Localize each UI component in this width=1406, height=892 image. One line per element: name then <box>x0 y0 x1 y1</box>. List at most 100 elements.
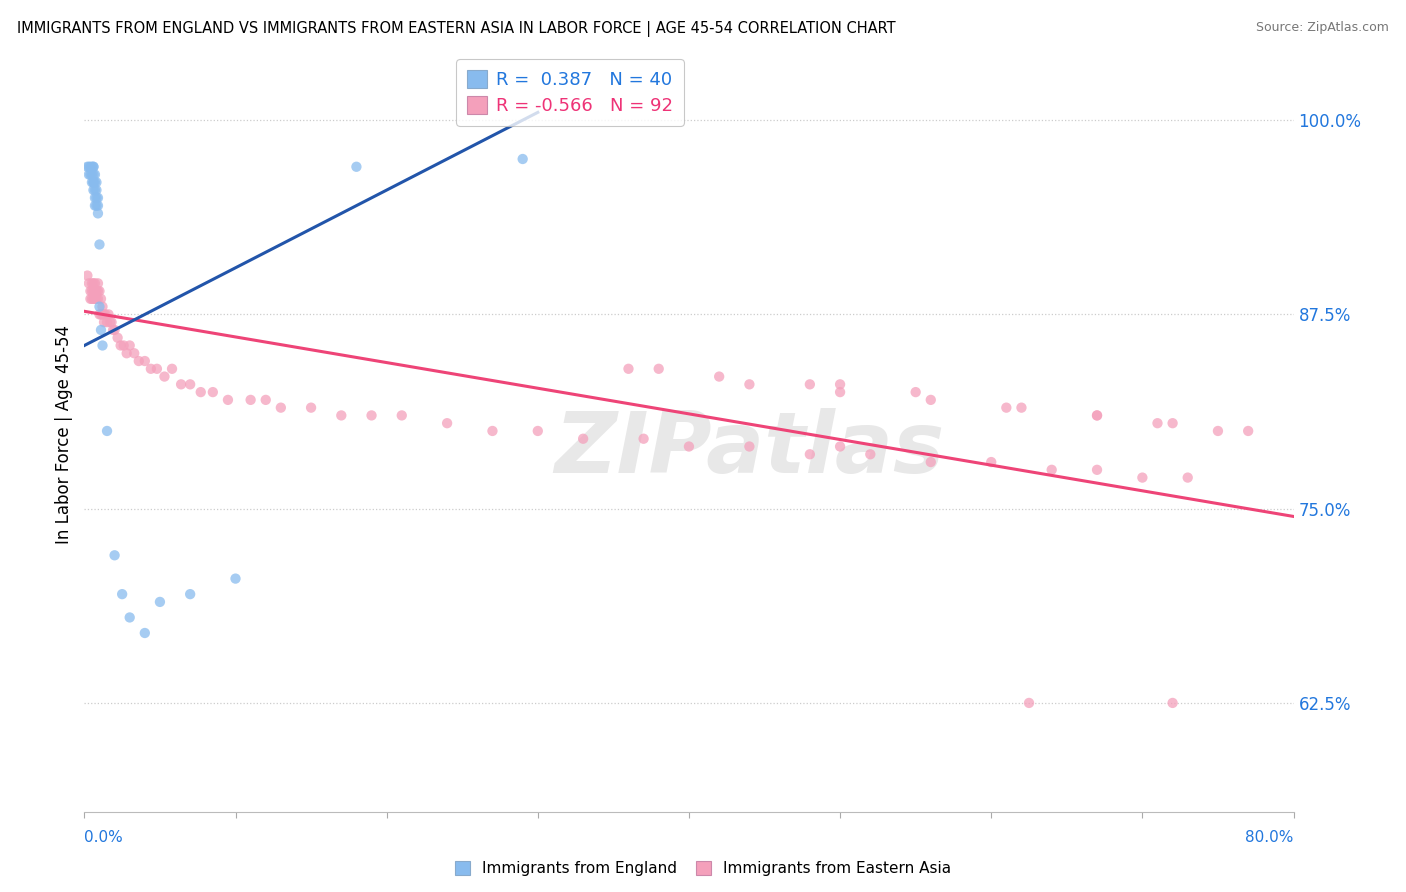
Point <box>79 160 101 174</box>
Point <box>84 175 107 189</box>
Point <box>80 160 103 174</box>
Point <box>1161 416 1184 430</box>
Point <box>77 160 100 174</box>
Point <box>82 175 104 189</box>
Point <box>89 300 111 314</box>
Y-axis label: In Labor Force | Age 45-54: In Labor Force | Age 45-54 <box>55 326 73 544</box>
Point <box>82 175 104 189</box>
Point <box>1237 424 1260 438</box>
Point <box>87 292 110 306</box>
Point <box>481 424 503 438</box>
Legend: Immigrants from England, Immigrants from Eastern Asia: Immigrants from England, Immigrants from… <box>449 855 957 882</box>
Point <box>512 152 534 166</box>
Point <box>77 168 100 182</box>
Point <box>111 587 134 601</box>
Point <box>1177 470 1199 484</box>
Legend: R =  0.387   N = 40, R = -0.566   N = 92: R = 0.387 N = 40, R = -0.566 N = 92 <box>456 60 683 126</box>
Point <box>859 447 882 461</box>
Point <box>107 331 129 345</box>
Point <box>128 354 150 368</box>
Point <box>830 440 852 454</box>
Point <box>270 401 292 415</box>
Point <box>87 206 110 220</box>
Point <box>94 307 117 321</box>
Text: Source: ZipAtlas.com: Source: ZipAtlas.com <box>1256 21 1389 34</box>
Point <box>122 346 145 360</box>
Point <box>648 361 671 376</box>
Point <box>86 199 108 213</box>
Point <box>86 284 108 298</box>
Point <box>830 377 852 392</box>
Point <box>101 323 124 337</box>
Point <box>201 385 224 400</box>
Point <box>82 277 104 291</box>
Point <box>225 572 247 586</box>
Point <box>118 338 141 352</box>
Point <box>346 160 368 174</box>
Point <box>91 300 114 314</box>
Point <box>1018 696 1040 710</box>
Point <box>87 284 110 298</box>
Point <box>97 307 120 321</box>
Point <box>104 323 127 337</box>
Point <box>360 409 382 423</box>
Point <box>91 338 114 352</box>
Point <box>82 292 104 306</box>
Text: 80.0%: 80.0% <box>1246 830 1294 846</box>
Point <box>179 377 201 392</box>
Point <box>80 284 103 298</box>
Point <box>100 315 122 329</box>
Point <box>920 392 942 407</box>
Point <box>96 424 118 438</box>
Point <box>84 199 107 213</box>
Point <box>84 168 107 182</box>
Point <box>709 369 731 384</box>
Point <box>84 292 107 306</box>
Point <box>79 284 101 298</box>
Point <box>170 377 193 392</box>
Point <box>89 284 111 298</box>
Point <box>84 284 107 298</box>
Point <box>86 292 108 306</box>
Point <box>299 401 322 415</box>
Point <box>80 175 103 189</box>
Point <box>920 455 942 469</box>
Point <box>86 175 108 189</box>
Point <box>572 432 595 446</box>
Point <box>678 440 700 454</box>
Point <box>799 377 821 392</box>
Point <box>134 354 156 368</box>
Point <box>90 323 112 337</box>
Point <box>93 315 115 329</box>
Point <box>76 268 98 283</box>
Point <box>1040 463 1063 477</box>
Point <box>80 292 103 306</box>
Point <box>115 346 138 360</box>
Point <box>90 292 112 306</box>
Point <box>830 385 852 400</box>
Point <box>86 183 108 197</box>
Point <box>1206 424 1229 438</box>
Point <box>633 432 655 446</box>
Point <box>239 392 262 407</box>
Point <box>1161 696 1184 710</box>
Text: 0.0%: 0.0% <box>84 830 124 846</box>
Point <box>82 160 104 174</box>
Point <box>86 191 108 205</box>
Point <box>98 315 121 329</box>
Point <box>995 401 1018 415</box>
Point <box>118 610 141 624</box>
Point <box>153 369 176 384</box>
Point <box>146 361 169 376</box>
Point <box>799 447 821 461</box>
Point <box>134 626 156 640</box>
Point <box>84 191 107 205</box>
Text: IMMIGRANTS FROM ENGLAND VS IMMIGRANTS FROM EASTERN ASIA IN LABOR FORCE | AGE 45-: IMMIGRANTS FROM ENGLAND VS IMMIGRANTS FR… <box>17 21 896 37</box>
Point <box>104 549 127 563</box>
Point <box>190 385 212 400</box>
Point <box>84 183 107 197</box>
Point <box>980 455 1002 469</box>
Point <box>93 307 115 321</box>
Point <box>96 315 118 329</box>
Point <box>80 277 103 291</box>
